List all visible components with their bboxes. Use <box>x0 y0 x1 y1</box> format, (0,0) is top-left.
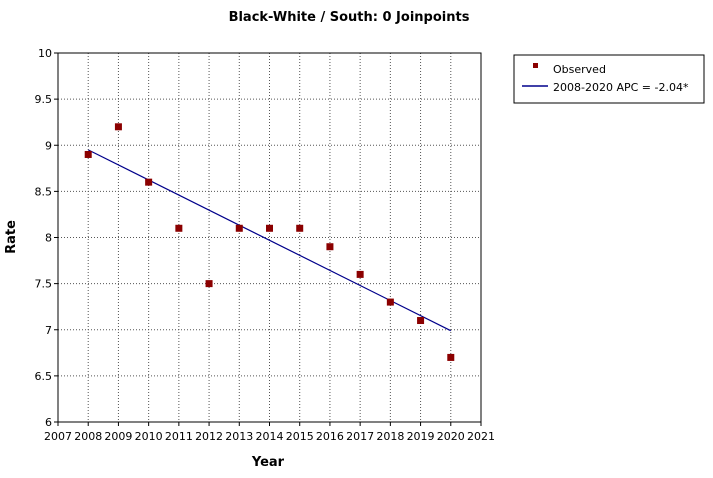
y-tick-label: 10 <box>38 47 52 60</box>
observed-point <box>386 298 394 306</box>
plot-marks <box>84 123 455 361</box>
y-tick-label: 6.5 <box>35 370 53 383</box>
grid <box>58 53 481 422</box>
observed-point <box>84 150 92 158</box>
legend: Observed 2008-2020 APC = -2.04* <box>513 54 705 104</box>
legend-observed-marker <box>533 63 538 68</box>
y-tick-label: 8.5 <box>35 185 53 198</box>
legend-trend-label: 2008-2020 APC = -2.04* <box>553 81 689 94</box>
y-axis-label: Rate <box>4 220 19 254</box>
observed-point <box>447 353 455 361</box>
observed-point <box>417 317 425 325</box>
y-axis: 6 6.5 7 7.5 8 8.5 9 9.5 10 <box>35 47 58 429</box>
observed-point <box>205 280 213 288</box>
observed-point <box>266 224 273 232</box>
y-tick-label: 9.5 <box>35 93 53 106</box>
x-tick-label: 2021 <box>467 430 495 443</box>
legend-observed-label: Observed <box>553 63 606 76</box>
chart-title: Black-White / South: 0 Joinpoints <box>229 10 470 25</box>
observed-point <box>145 178 153 186</box>
x-tick-label: 2017 <box>346 430 374 443</box>
observed-point <box>296 224 304 232</box>
x-axis-label: Year <box>251 455 285 470</box>
observed-point <box>356 270 364 278</box>
x-tick-label: 2014 <box>256 430 284 443</box>
y-tick-label: 8 <box>45 232 52 245</box>
observed-point <box>326 243 334 251</box>
x-tick-label: 2020 <box>437 430 465 443</box>
x-tick-label: 2010 <box>135 430 163 443</box>
x-axis: 2007 2008 2009 2010 2011 2012 2013 2014 2015 2016… <box>44 422 495 443</box>
x-tick-label: 2012 <box>195 430 223 443</box>
x-tick-label: 2016 <box>316 430 344 443</box>
x-tick-label: 2011 <box>165 430 193 443</box>
x-tick-label: 2008 <box>74 430 102 443</box>
x-tick-label: 2013 <box>225 430 253 443</box>
observed-point <box>114 123 122 131</box>
x-tick-label: 2018 <box>376 430 404 443</box>
x-tick-label: 2007 <box>44 430 72 443</box>
y-tick-label: 9 <box>45 139 52 152</box>
observed-point <box>235 224 243 232</box>
y-tick-label: 6 <box>45 416 52 429</box>
x-tick-label: 2009 <box>104 430 132 443</box>
y-tick-label: 7 <box>45 324 52 337</box>
x-tick-label: 2019 <box>407 430 435 443</box>
legend-box <box>513 54 705 104</box>
x-tick-label: 2015 <box>286 430 314 443</box>
y-tick-label: 7.5 <box>35 278 53 291</box>
observed-point <box>175 224 183 232</box>
